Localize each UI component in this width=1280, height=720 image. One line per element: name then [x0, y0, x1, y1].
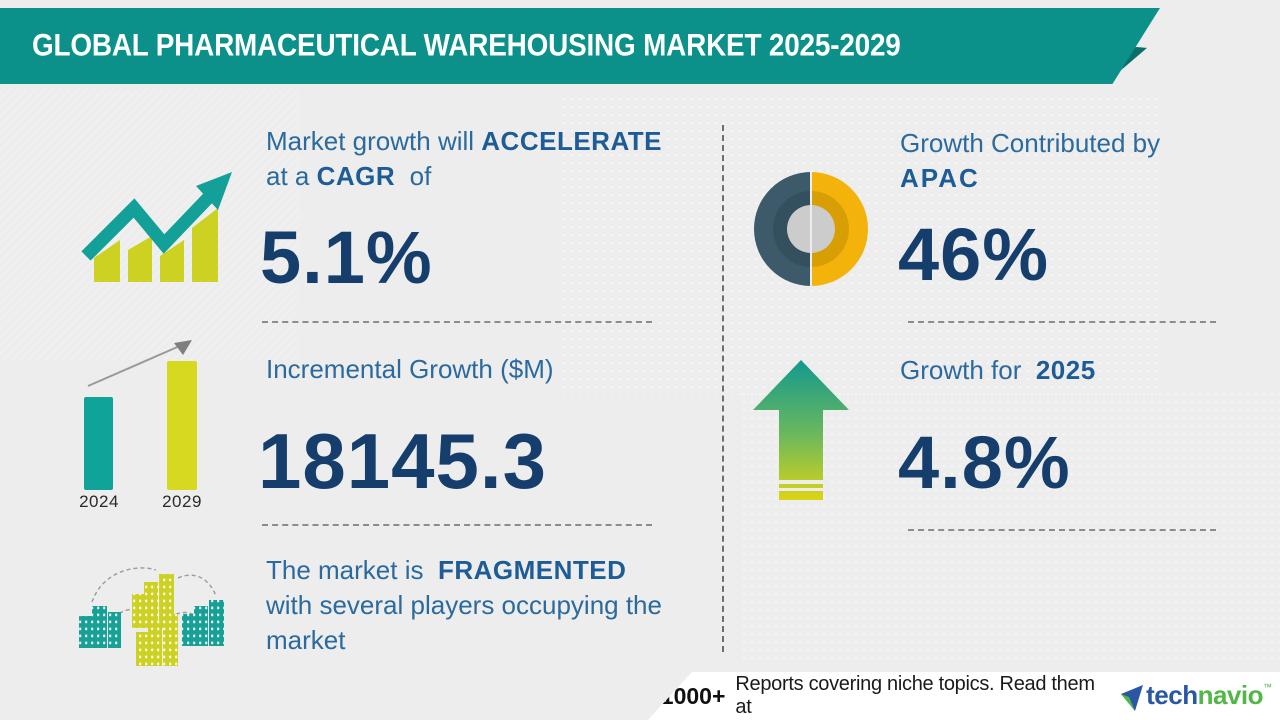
footer-bar: 21000+ Reports covering niche topics. Re…: [648, 672, 1280, 720]
growth-2025-line: Growth for 2025: [900, 353, 1096, 388]
divider-left-1: [262, 321, 652, 323]
apac-value: 46%: [898, 213, 1050, 296]
divider-vertical: [722, 125, 724, 652]
brand-navio-text: navio: [1197, 680, 1264, 710]
divider-right-1: [908, 321, 1216, 323]
growth-2025-statement: Growth for 2025: [900, 353, 1096, 388]
cagr-line-1: Market growth will ACCELERATE: [266, 124, 662, 159]
technavio-logo-icon: [1121, 685, 1144, 711]
cagr-line2-prefix: at a: [266, 161, 317, 191]
header-ribbon: GLOBAL PHARMACEUTICAL WAREHOUSING MARKET…: [0, 8, 1160, 84]
incremental-growth-label: Incremental Growth ($M): [266, 354, 554, 384]
cagr-accelerate-text: ACCELERATE: [481, 126, 663, 156]
cagr-line1-text: Market growth will: [266, 126, 482, 156]
growth-2025-year: 2025: [1035, 355, 1096, 385]
up-arrow-icon: [753, 360, 849, 500]
apac-region-label: APAC: [900, 163, 980, 193]
fragmented-line-3: market: [266, 625, 346, 655]
bar-year-start: 2024: [79, 492, 119, 511]
growth-2025-value: 4.8%: [898, 421, 1071, 504]
growth-trend-icon: [81, 172, 232, 282]
fragmented-keyword: FRAGMENTED: [437, 555, 627, 585]
apac-statement: Growth Contributed by APAC: [900, 126, 1160, 196]
bar-chart-2024-2029-icon: [84, 340, 197, 490]
fragmented-statement: The market is FRAGMENTED with several pl…: [266, 553, 662, 658]
reports-count: 21000+: [648, 682, 726, 709]
growth-2025-prefix: Growth for: [900, 355, 1036, 385]
fragmented-line1-text: The market is: [266, 555, 438, 585]
buildings-cluster-icon: [79, 567, 224, 666]
cagr-line-2: at a CAGR of: [266, 159, 662, 194]
fragmented-line-2: with several players occupying the: [266, 590, 662, 620]
cagr-value: 5.1%: [260, 216, 433, 299]
incremental-growth-value: 18145.3: [258, 417, 547, 505]
page-title: GLOBAL PHARMACEUTICAL WAREHOUSING MARKET…: [32, 28, 901, 63]
technavio-logo: tech navio ™: [1120, 680, 1272, 712]
donut-chart-icon: [754, 172, 868, 286]
cagr-label: CAGR: [316, 161, 396, 191]
divider-left-2: [262, 524, 652, 526]
bar-year-end: 2029: [162, 492, 202, 511]
cagr-statement: Market growth will ACCELERATE at a CAGR …: [266, 124, 662, 194]
footer-text: Reports covering niche topics. Read them…: [735, 673, 1095, 718]
fragmented-line-1: The market is FRAGMENTED: [266, 553, 662, 588]
cagr-line2-suffix: of: [395, 161, 432, 191]
brand-tech-text: tech: [1146, 680, 1198, 710]
divider-right-2: [908, 529, 1216, 531]
apac-line-1: Growth Contributed by: [900, 128, 1161, 158]
brand-trademark: ™: [1263, 682, 1272, 692]
